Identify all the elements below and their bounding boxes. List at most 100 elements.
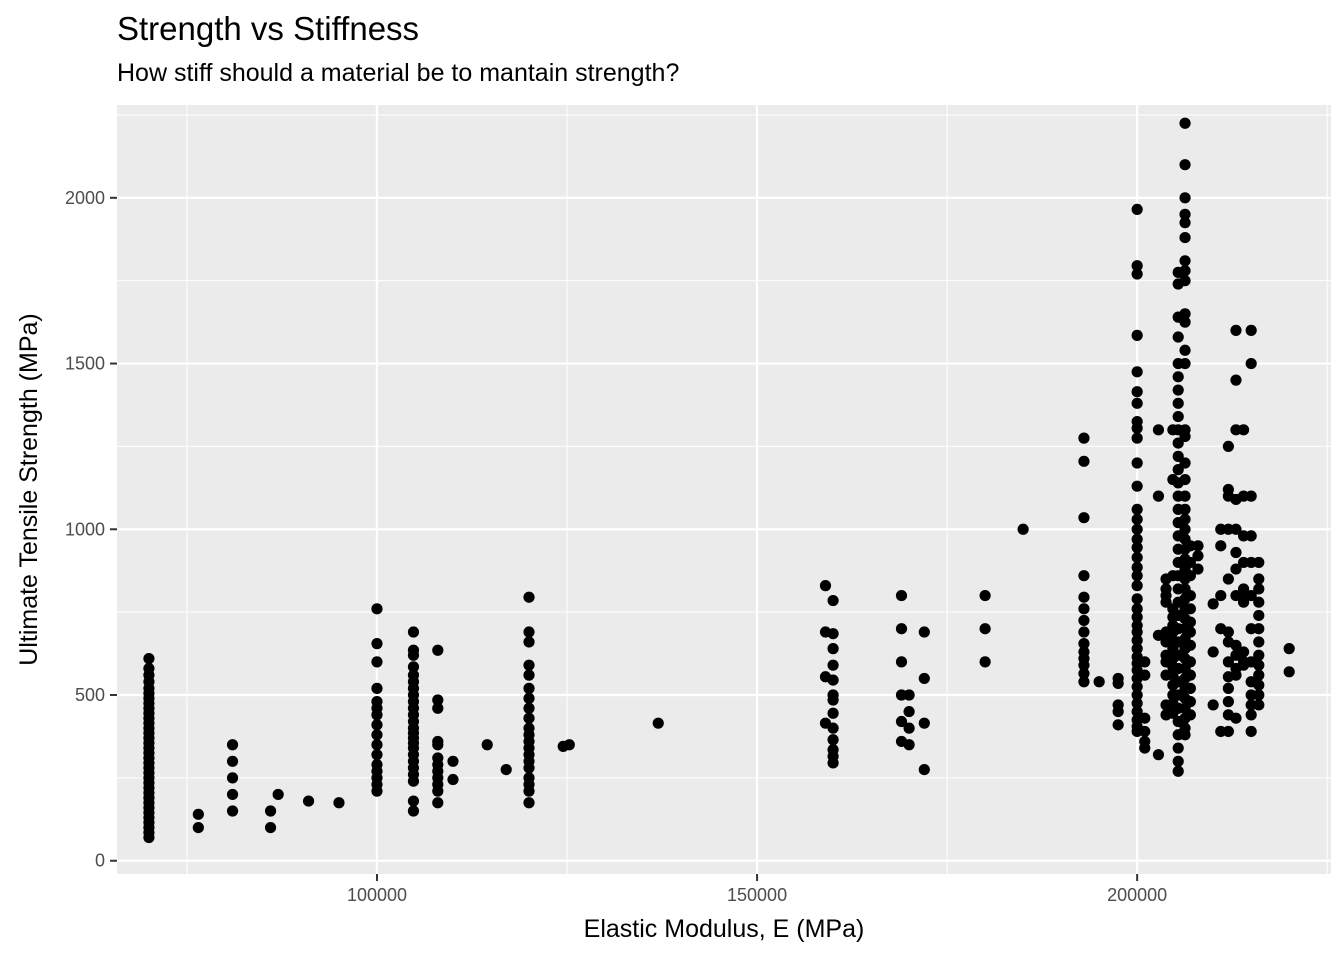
data-point — [523, 682, 535, 694]
data-point — [1131, 681, 1143, 693]
x-tick-label: 150000 — [727, 885, 787, 905]
data-point — [1131, 697, 1143, 709]
data-point — [481, 739, 493, 751]
data-point — [1222, 696, 1234, 708]
data-point — [226, 739, 239, 751]
data-point — [1179, 192, 1191, 204]
data-point — [1139, 712, 1151, 724]
data-point — [1192, 550, 1204, 562]
data-point — [371, 785, 383, 797]
data-point — [523, 626, 535, 638]
data-point — [1207, 646, 1219, 658]
data-point — [1179, 523, 1191, 535]
data-point — [895, 623, 908, 635]
data-point — [1245, 490, 1257, 502]
data-point — [1131, 397, 1143, 409]
data-point — [407, 661, 420, 673]
data-point — [1131, 260, 1143, 272]
data-point — [1078, 603, 1090, 615]
data-point — [226, 755, 239, 767]
data-point — [1179, 729, 1191, 741]
data-point — [1131, 593, 1143, 605]
y-axis-title: Ultimate Tensile Strength (MPa) — [15, 313, 43, 665]
data-point — [523, 669, 535, 681]
y-tick-label: 2000 — [65, 188, 105, 208]
data-point — [371, 729, 383, 741]
data-point — [1207, 699, 1219, 711]
data-point — [1131, 580, 1143, 592]
data-point — [1179, 344, 1191, 356]
data-point — [1283, 643, 1295, 655]
data-point — [1184, 626, 1196, 638]
data-point — [1017, 523, 1029, 535]
data-point — [827, 734, 839, 746]
data-point — [1131, 457, 1143, 469]
data-point — [1179, 457, 1191, 469]
data-point — [371, 638, 383, 650]
data-point — [1179, 117, 1191, 129]
data-point — [1179, 357, 1191, 370]
data-point — [895, 656, 908, 668]
data-point — [226, 772, 239, 784]
y-tick-label: 1500 — [65, 354, 105, 374]
data-point — [432, 739, 444, 751]
data-point — [1078, 659, 1090, 671]
data-point — [1184, 696, 1196, 708]
data-point — [918, 672, 930, 685]
data-point — [192, 808, 204, 820]
data-point — [1179, 430, 1191, 443]
data-point — [1179, 473, 1191, 486]
plot-panel — [117, 105, 1331, 874]
data-point — [1172, 371, 1184, 383]
data-point — [1131, 603, 1143, 615]
data-point — [1245, 324, 1257, 336]
data-point — [1230, 374, 1242, 386]
data-point — [1230, 324, 1242, 336]
data-point — [652, 717, 664, 729]
data-point — [1078, 614, 1090, 627]
y-tick-label: 0 — [95, 851, 105, 871]
data-point — [1237, 646, 1250, 658]
data-point — [371, 709, 383, 721]
x-axis: 100000 150000 200000 — [347, 874, 1167, 905]
data-point — [1184, 656, 1196, 668]
data-point — [1078, 626, 1090, 638]
x-tick-label: 200000 — [1107, 885, 1167, 905]
data-point — [1131, 689, 1143, 701]
data-point — [447, 773, 459, 786]
data-point — [979, 589, 991, 602]
data-point — [1245, 357, 1257, 370]
data-point — [1131, 503, 1143, 515]
data-point — [226, 805, 239, 817]
data-point — [1139, 656, 1151, 668]
data-point — [1078, 667, 1090, 680]
data-point — [1230, 669, 1242, 681]
data-point — [1222, 573, 1234, 585]
data-point — [918, 626, 930, 638]
data-point — [1131, 551, 1143, 564]
data-point — [918, 763, 930, 776]
data-point — [264, 805, 277, 817]
data-point — [1078, 455, 1090, 467]
data-point — [1184, 570, 1196, 582]
data-point — [1207, 598, 1219, 610]
data-point — [1230, 523, 1242, 535]
data-point — [827, 594, 839, 607]
data-point — [827, 643, 839, 655]
data-point — [1172, 410, 1184, 423]
data-point — [1131, 523, 1143, 535]
data-point — [432, 694, 444, 706]
data-point — [1179, 316, 1191, 328]
data-point — [1179, 275, 1191, 287]
data-point — [1139, 725, 1151, 738]
data-point — [1131, 513, 1143, 525]
data-point — [1222, 725, 1234, 738]
data-point — [1253, 623, 1265, 635]
data-point — [1253, 636, 1265, 648]
data-point — [1131, 634, 1143, 646]
data-point — [432, 644, 444, 656]
data-point — [371, 719, 383, 731]
minor-gridlines — [117, 105, 1331, 874]
x-axis-title: Elastic Modulus, E (MPa) — [584, 915, 865, 943]
data-point — [827, 674, 839, 686]
